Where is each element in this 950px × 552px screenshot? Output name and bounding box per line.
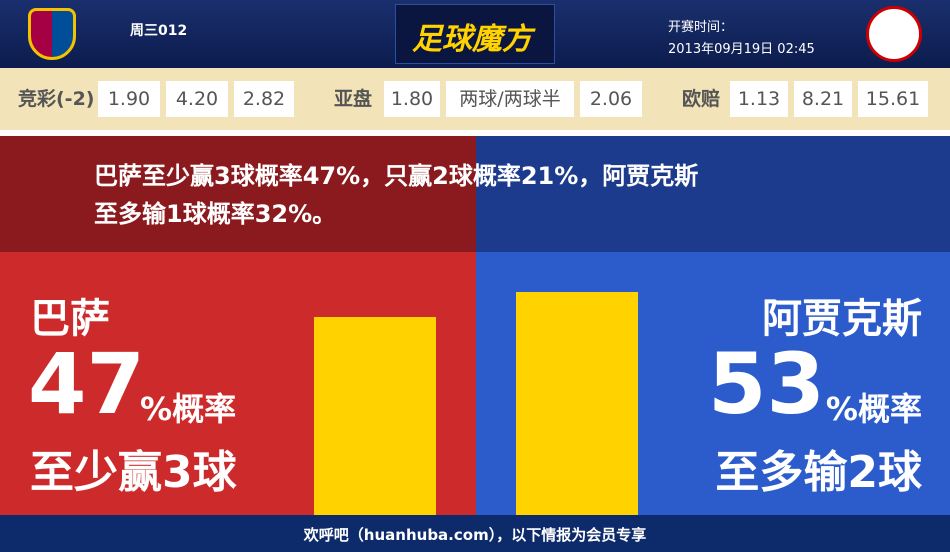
brand: 足球魔方	[412, 22, 532, 57]
odds-label: 竞彩(-2)	[18, 88, 95, 110]
odds-value: 2.06	[580, 81, 642, 117]
odds-value: 1.90	[98, 81, 160, 117]
kickoff-time: 2013年09月19日 02:45	[668, 42, 815, 57]
summary-line: 巴萨至少赢3球概率47%，只赢2球概率21%，阿贾克斯	[94, 162, 699, 190]
summary-line: 至多输1球概率32%。	[94, 200, 337, 228]
odds-value: 4.20	[166, 81, 228, 117]
odds-value: 2.82	[234, 81, 294, 117]
percent-suffix: %概率	[140, 390, 237, 428]
odds-value: 1.80	[384, 81, 440, 117]
bar	[314, 317, 436, 515]
outcome: 至多输2球	[715, 447, 922, 498]
percent: 53	[708, 335, 825, 433]
outcome: 至少赢3球	[30, 447, 237, 498]
kickoff-label: 开赛时间：	[668, 20, 734, 35]
odds-value: 8.21	[794, 81, 852, 117]
away-logo	[866, 6, 922, 62]
percent: 47	[28, 335, 145, 433]
team-name: 阿贾克斯	[762, 296, 922, 342]
home-logo	[28, 8, 76, 60]
bar	[516, 291, 638, 515]
odds-value: 15.61	[858, 81, 928, 117]
odds-label: 欧赔	[682, 88, 721, 110]
odds-label: 亚盘	[334, 88, 373, 110]
team-name: 巴萨	[30, 296, 110, 342]
match-code: 周三012	[130, 23, 188, 39]
percent-suffix: %概率	[825, 390, 922, 428]
header: 周三012 足球魔方 开赛时间： 2013年09月19日 02:45	[0, 0, 950, 68]
footer: 欢呼吧（huanhuba.com），以下情报为会员专享	[303, 526, 647, 544]
odds-bar: 竞彩(-2) 1.90 4.20 2.82 亚盘 1.80 两球/两球半 2.06 欧赔 1.13…	[0, 68, 950, 130]
odds-value: 两球/两球半	[446, 81, 574, 117]
odds-value: 1.13	[730, 81, 788, 117]
